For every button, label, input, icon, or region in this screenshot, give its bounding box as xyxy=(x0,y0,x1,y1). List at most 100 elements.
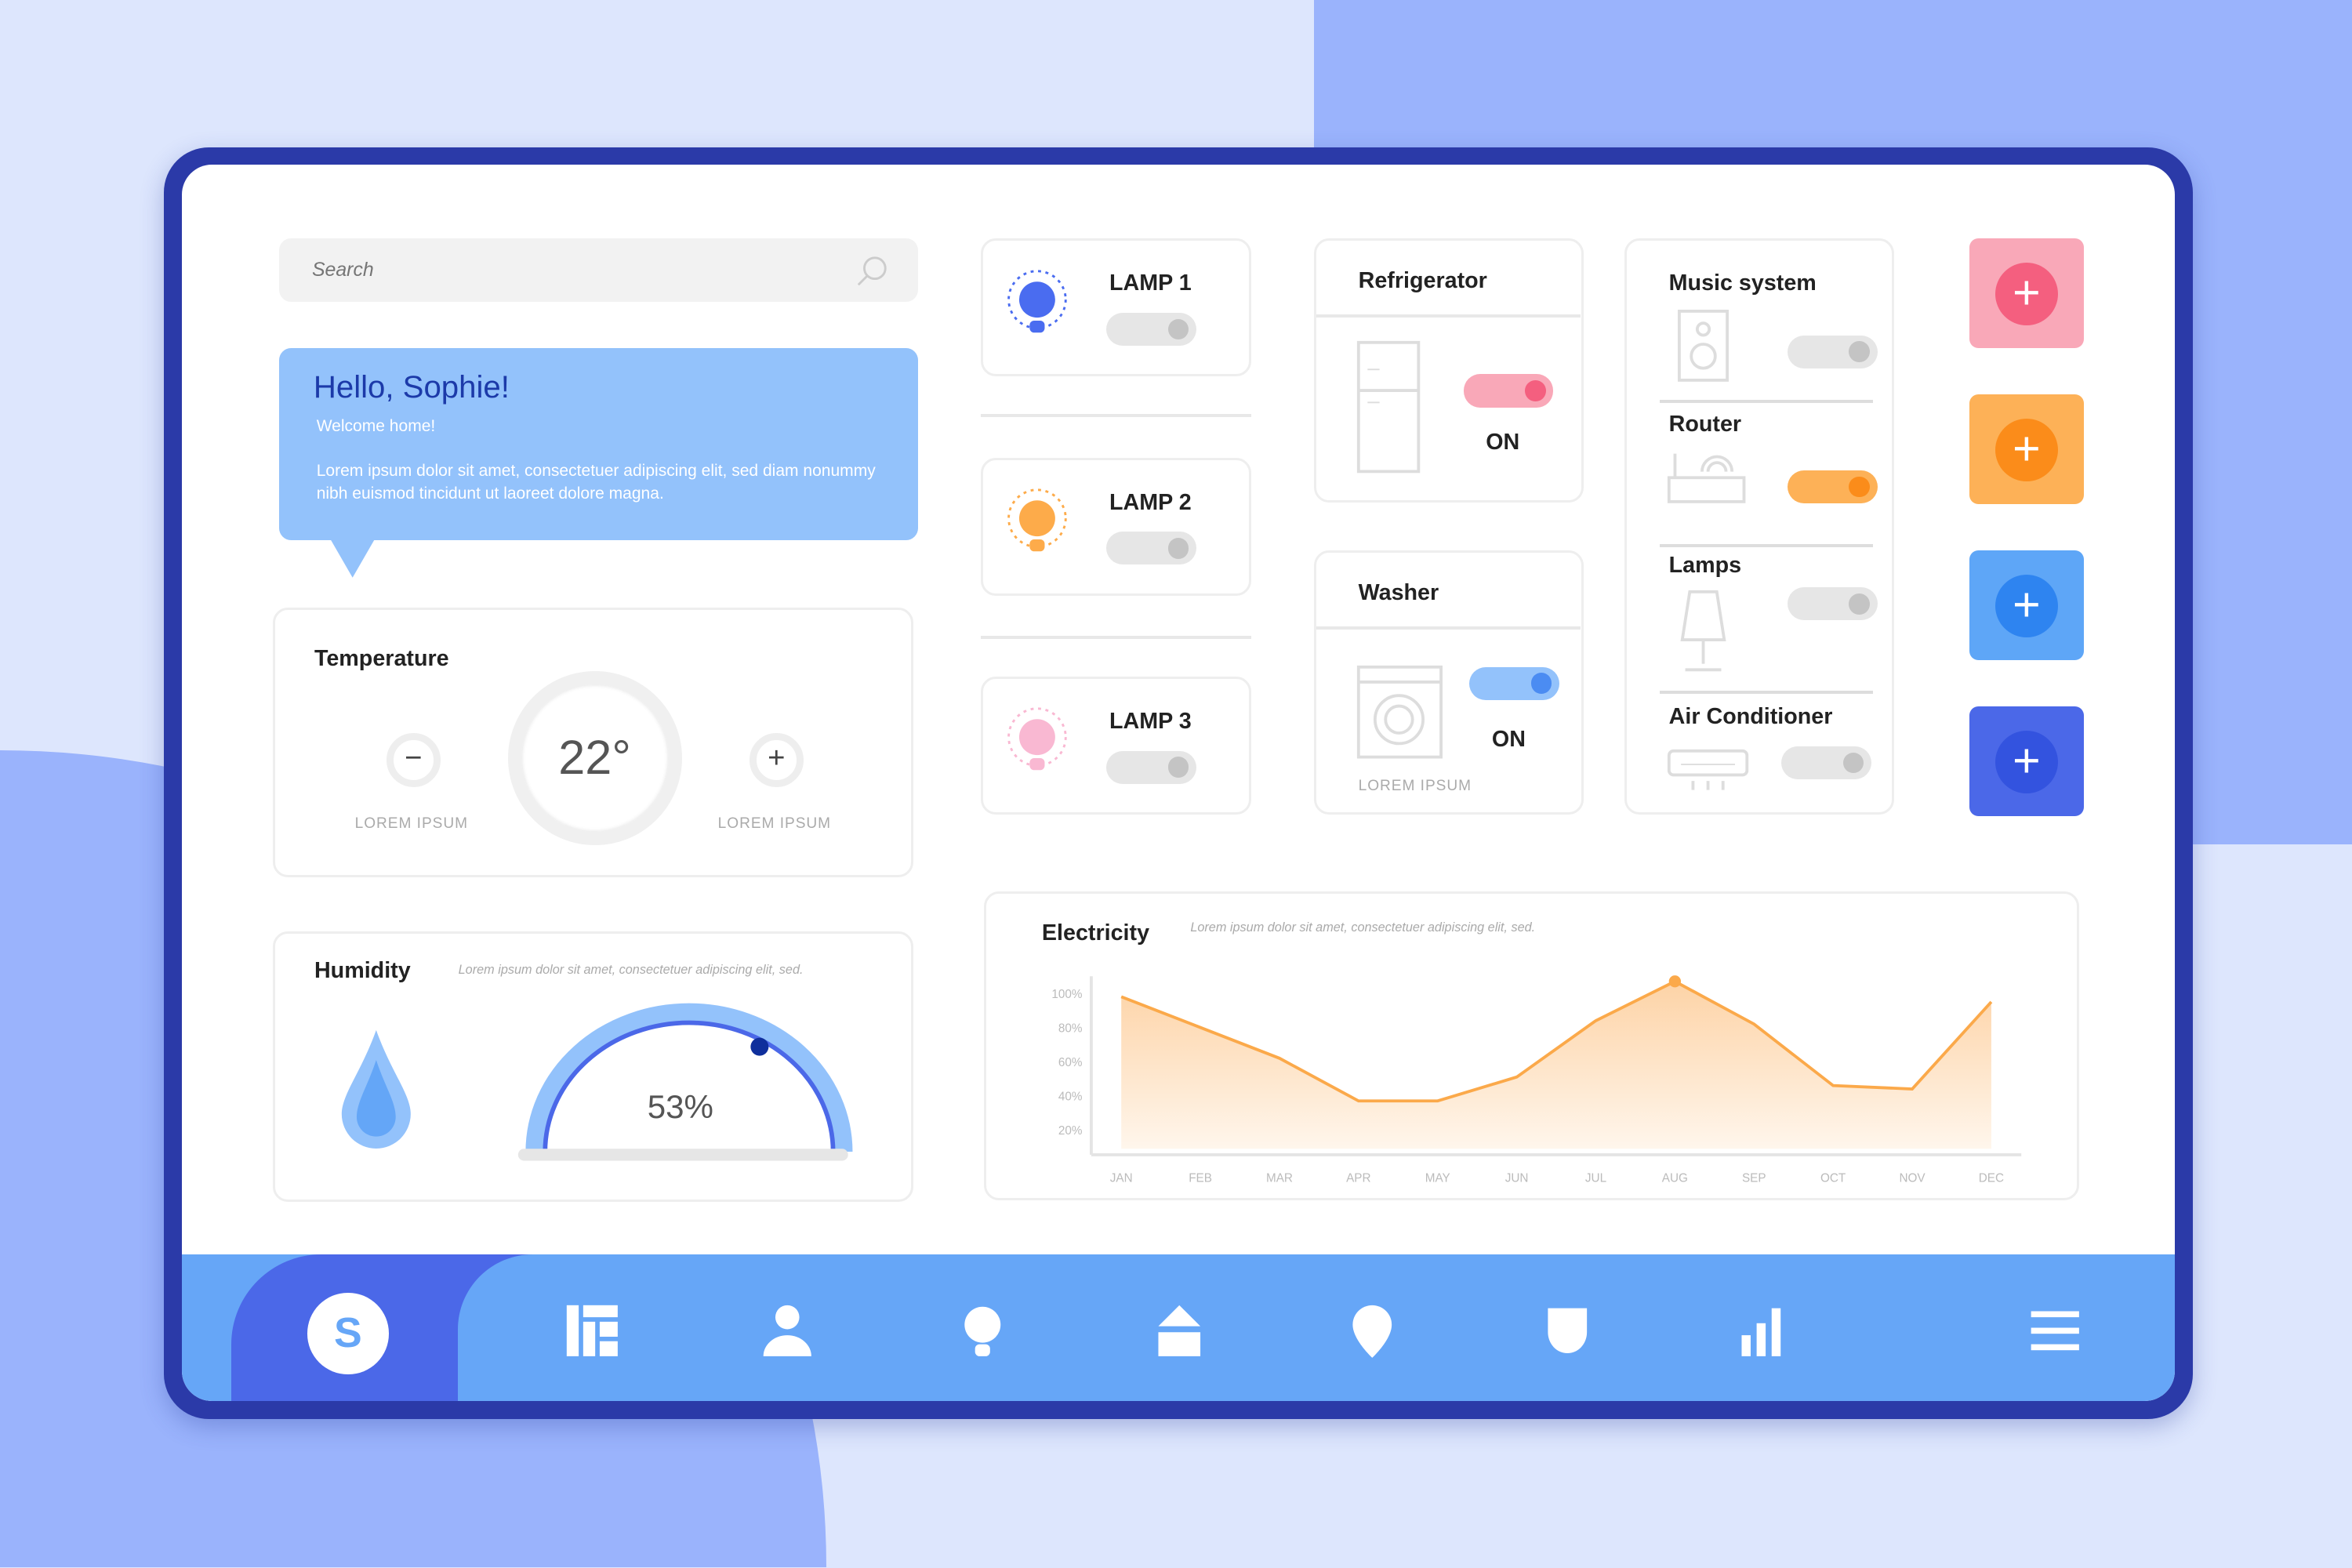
chart-subtitle: Lorem ipsum dolor sit amet, consectetuer… xyxy=(1190,920,1536,935)
greeting-bubble: Hello, Sophie! Welcome home! Lorem ipsum… xyxy=(278,347,918,540)
plus-icon: + xyxy=(1994,418,2059,482)
humidity-description: Lorem ipsum dolor sit amet, consectetuer… xyxy=(458,962,804,977)
y-tick-label: 80% xyxy=(1058,1022,1083,1035)
humidity-card: Humidity Lorem ipsum dolor sit amet, con… xyxy=(273,931,914,1202)
x-tick-label: MAY xyxy=(1425,1171,1450,1185)
add-button[interactable]: + xyxy=(1969,550,2084,660)
refrigerator-title: Refrigerator xyxy=(1358,267,1487,293)
lamp-label: LAMP 2 xyxy=(1109,489,1192,515)
home-icon[interactable] xyxy=(1149,1302,1210,1363)
lamp-toggle[interactable] xyxy=(1106,532,1196,565)
speaker-icon xyxy=(1678,310,1730,383)
stats-icon[interactable] xyxy=(1733,1302,1793,1363)
bulb-icon xyxy=(1007,270,1067,332)
lamp-label: LAMP 1 xyxy=(1109,270,1192,296)
divider xyxy=(1316,314,1581,318)
air-conditioner-icon xyxy=(1667,749,1749,790)
x-tick-label: JUN xyxy=(1505,1171,1529,1185)
search-bar[interactable] xyxy=(278,238,918,302)
plus-icon: + xyxy=(1994,574,2059,638)
ac-toggle[interactable] xyxy=(1781,746,1871,780)
y-tick-label: 40% xyxy=(1058,1090,1083,1103)
x-tick-label: SEP xyxy=(1742,1171,1766,1185)
refrigerator-icon xyxy=(1356,341,1421,474)
decrease-button[interactable]: − xyxy=(386,732,441,787)
x-tick-label: FEB xyxy=(1189,1171,1212,1185)
divider xyxy=(1316,626,1581,630)
add-button[interactable]: + xyxy=(1969,238,2084,348)
dashboard-icon[interactable] xyxy=(564,1302,624,1363)
bubble-tail xyxy=(329,538,376,578)
y-tick-label: 20% xyxy=(1058,1124,1083,1138)
electricity-chart: 100% 80% 60% 40% 20% JAN FEB MAR APR MAY JUN JUL AUG… xyxy=(1051,975,2022,1185)
divider xyxy=(1660,543,1873,547)
x-tick-label: JUL xyxy=(1585,1171,1606,1185)
lamps-toggle[interactable] xyxy=(1787,587,1878,621)
greeting-title: Hello, Sophie! xyxy=(313,368,510,405)
temperature-title: Temperature xyxy=(314,645,449,671)
lamp-toggle[interactable] xyxy=(1106,750,1196,784)
lamp-icon xyxy=(1680,590,1726,672)
add-button[interactable]: + xyxy=(1969,394,2084,504)
water-drop-icon xyxy=(341,1029,411,1149)
divider xyxy=(1660,691,1873,694)
electricity-card: Electricity Lorem ipsum dolor sit amet, … xyxy=(984,891,2079,1200)
location-icon[interactable] xyxy=(1342,1302,1403,1363)
temperature-value: 22° xyxy=(558,730,631,784)
search-input[interactable] xyxy=(311,253,822,287)
device-label: Lamps xyxy=(1668,553,1742,579)
humidity-gauge xyxy=(518,1003,853,1161)
avatar[interactable]: S xyxy=(307,1293,389,1374)
x-tick-label: APR xyxy=(1346,1171,1370,1185)
x-tick-label: NOV xyxy=(1900,1171,1926,1185)
lamp-label: LAMP 3 xyxy=(1109,709,1192,735)
user-icon[interactable] xyxy=(757,1302,818,1363)
y-tick-label: 100% xyxy=(1051,987,1083,1000)
refrigerator-state: ON xyxy=(1486,430,1520,456)
humidity-knob[interactable] xyxy=(750,1037,769,1056)
device-label: Music system xyxy=(1668,270,1817,296)
divider xyxy=(1660,400,1873,403)
add-button[interactable]: + xyxy=(1969,706,2084,816)
bulb-icon xyxy=(1007,707,1067,771)
refrigerator-toggle[interactable] xyxy=(1463,374,1554,408)
music-toggle[interactable] xyxy=(1787,335,1878,368)
washer-toggle[interactable] xyxy=(1469,666,1559,700)
increase-label: LOREM IPSUM xyxy=(717,815,832,832)
router-icon xyxy=(1667,453,1746,504)
area-fill xyxy=(1121,981,1992,1149)
lamp-card: LAMP 2 xyxy=(981,457,1251,596)
series-line xyxy=(1120,979,1993,1102)
x-tick-label: MAR xyxy=(1266,1171,1293,1185)
shield-icon[interactable] xyxy=(1537,1302,1598,1363)
lamp-card: LAMP 3 xyxy=(981,676,1251,815)
washer-footer: LOREM IPSUM xyxy=(1358,778,1472,795)
lamp-card: LAMP 1 xyxy=(981,238,1251,377)
decrease-label: LOREM IPSUM xyxy=(354,815,469,832)
humidity-value: 53% xyxy=(647,1088,713,1126)
humidity-title: Humidity xyxy=(314,957,411,983)
router-toggle[interactable] xyxy=(1787,470,1878,504)
temperature-card: Temperature − LOREM IPSUM 22° + LOREM IP… xyxy=(273,607,914,878)
menu-icon[interactable] xyxy=(2025,1302,2085,1363)
search-icon[interactable] xyxy=(855,255,888,288)
x-tick-label: OCT xyxy=(1820,1171,1846,1185)
device-label: Router xyxy=(1668,412,1742,437)
divider xyxy=(981,636,1251,640)
washer-title: Washer xyxy=(1358,579,1439,605)
greeting-subtitle: Welcome home! xyxy=(316,416,436,435)
greeting-body: Lorem ipsum dolor sit amet, consectetuer… xyxy=(316,462,876,503)
divider xyxy=(981,414,1251,417)
x-tick-label: JAN xyxy=(1110,1171,1133,1185)
bulb-icon xyxy=(1007,488,1067,552)
temperature-dial[interactable]: 22° xyxy=(507,671,682,846)
devices-card: Music system Router Lamps Air Conditione… xyxy=(1624,238,1895,815)
refrigerator-card: Refrigerator ON xyxy=(1314,238,1584,503)
x-tick-label: AUG xyxy=(1662,1171,1688,1185)
bulb-icon[interactable] xyxy=(953,1302,1013,1363)
increase-button[interactable]: + xyxy=(749,732,804,787)
plus-icon: + xyxy=(1994,730,2059,794)
x-tick-label: DEC xyxy=(1979,1171,2004,1185)
lamp-toggle[interactable] xyxy=(1106,313,1196,347)
washer-icon xyxy=(1356,665,1443,759)
